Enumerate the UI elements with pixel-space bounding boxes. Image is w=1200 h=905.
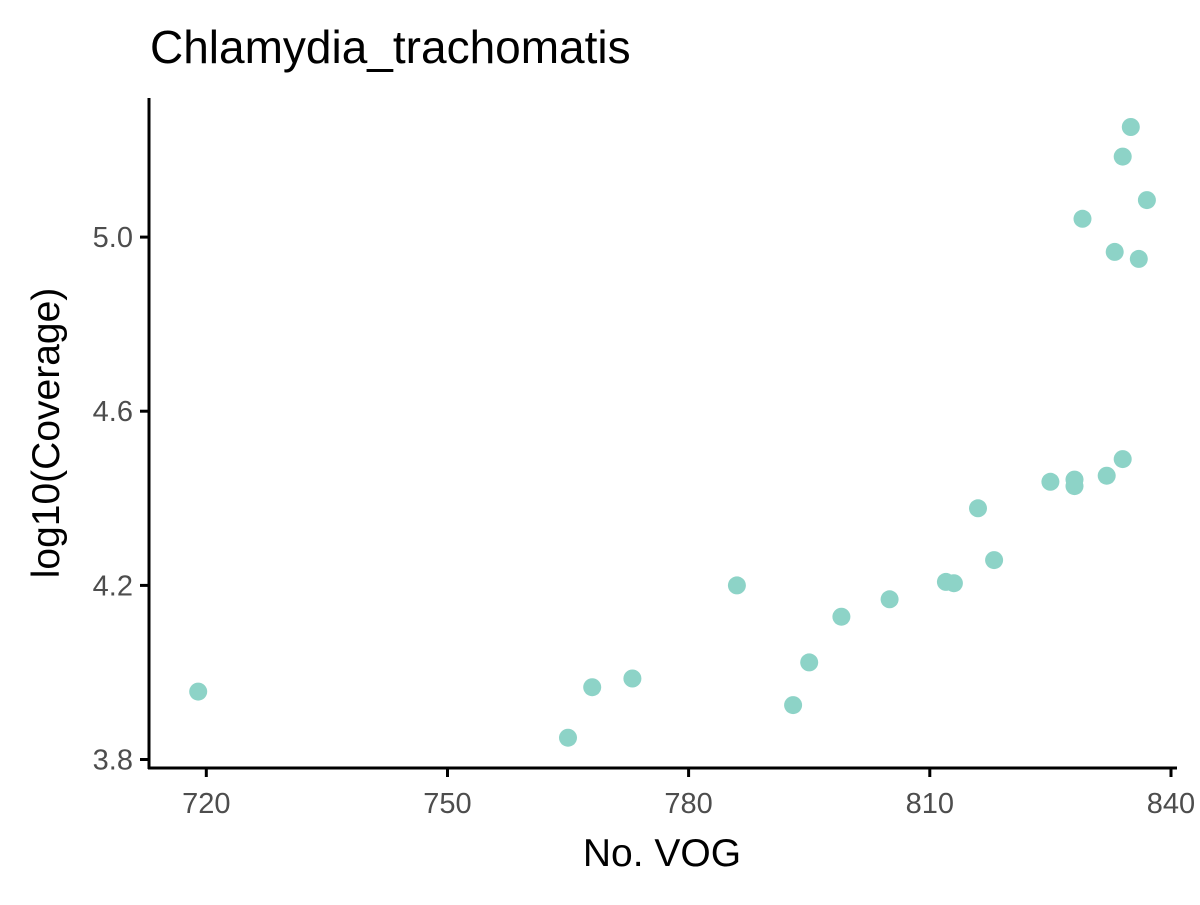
x-axis-title: No. VOG bbox=[583, 832, 741, 875]
y-tick-label-4.2: 4.2 bbox=[93, 570, 133, 602]
data-point-20 bbox=[1113, 450, 1132, 469]
x-axis-ticks: 720 750 780 810 840 bbox=[182, 768, 1195, 820]
data-point-14 bbox=[1041, 472, 1060, 491]
data-point-17 bbox=[1073, 209, 1092, 228]
x-tick-label-780: 780 bbox=[664, 788, 712, 820]
data-point-23 bbox=[1129, 249, 1148, 268]
data-point-19 bbox=[1105, 242, 1124, 261]
y-tick-label-4.6: 4.6 bbox=[93, 396, 133, 428]
y-axis-title: log10(Coverage) bbox=[25, 288, 68, 579]
data-point-2 bbox=[559, 728, 577, 747]
chart-title: Chlamydia_trachomatis bbox=[150, 21, 631, 73]
data-point-18 bbox=[1097, 466, 1116, 485]
data-point-8 bbox=[832, 607, 851, 626]
data-point-4 bbox=[623, 669, 642, 688]
data-point-1 bbox=[189, 682, 208, 701]
y-tick-label-5.0: 5.0 bbox=[93, 222, 133, 254]
data-point-13 bbox=[985, 551, 1004, 570]
data-point-16 bbox=[1065, 470, 1084, 489]
data-point-7 bbox=[800, 653, 819, 672]
x-tick-label-840: 840 bbox=[1147, 788, 1195, 820]
data-points bbox=[189, 118, 1156, 747]
data-point-11 bbox=[944, 574, 963, 593]
data-point-21 bbox=[1113, 147, 1132, 166]
data-point-22 bbox=[1121, 118, 1140, 136]
x-tick-label-720: 720 bbox=[182, 788, 230, 820]
data-point-5 bbox=[727, 576, 746, 595]
data-point-3 bbox=[583, 678, 602, 697]
data-point-9 bbox=[880, 590, 899, 609]
x-tick-label-750: 750 bbox=[423, 788, 471, 820]
data-point-6 bbox=[784, 696, 803, 715]
x-tick-label-810: 810 bbox=[906, 788, 954, 820]
y-tick-label-3.8: 3.8 bbox=[93, 745, 133, 777]
y-axis-ticks: 3.8 4.2 4.6 5.0 bbox=[93, 222, 149, 777]
data-point-12 bbox=[969, 499, 987, 518]
data-point-24 bbox=[1137, 191, 1156, 210]
